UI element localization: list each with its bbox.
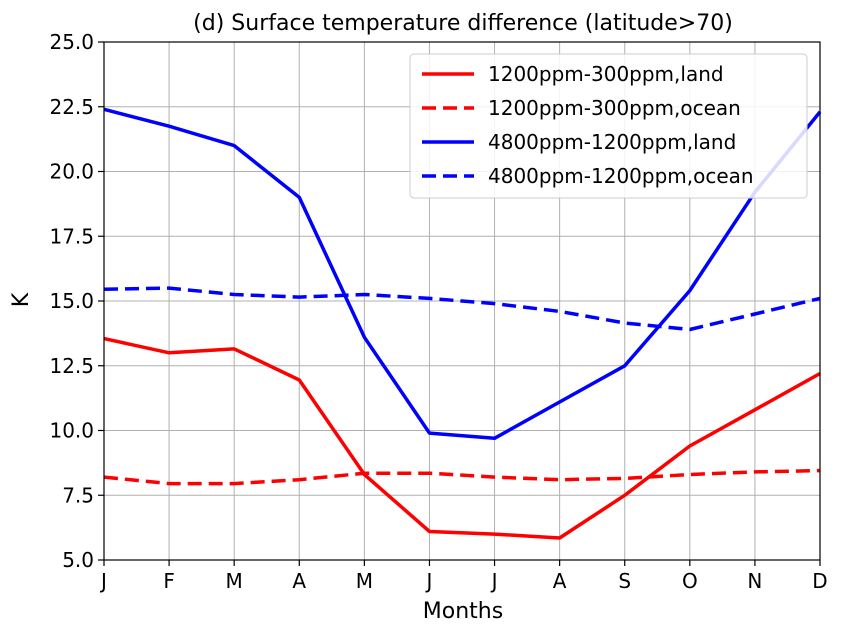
- series-line-3: [103, 107, 822, 441]
- x-tick-label: O: [682, 569, 698, 593]
- legend-label: 1200ppm-300ppm,land: [488, 62, 724, 86]
- legend: 1200ppm-300ppm,land 1200ppm-300ppm,ocean 4…: [409, 53, 808, 199]
- legend-label: 4800ppm-1200ppm,land: [488, 130, 736, 154]
- series-line-4: [103, 286, 821, 332]
- series-line-1: [103, 336, 821, 540]
- y-axis-label: K: [9, 292, 34, 307]
- x-tick-label: M: [356, 569, 373, 593]
- y-axis-ticks: 5.0 7.5 10.0 12.5 15.0 17.5 20.0 22.5 25.0: [49, 30, 104, 572]
- x-tick-label: M: [226, 569, 243, 593]
- x-tick-label: J: [99, 569, 107, 593]
- y-tick-label: 15.0: [49, 289, 94, 313]
- x-tick-label: A: [292, 569, 306, 593]
- legend-frame: [409, 53, 808, 199]
- y-tick-label: 5.0: [62, 548, 94, 572]
- legend-label: 1200ppm-300ppm,ocean: [488, 96, 741, 120]
- x-tick-label: J: [425, 569, 433, 593]
- y-tick-label: 17.5: [49, 224, 94, 248]
- legend-label: 4800ppm-1200ppm,ocean: [488, 164, 754, 188]
- y-tick-label: 7.5: [62, 483, 94, 507]
- y-tick-label: 20.0: [49, 160, 94, 184]
- x-tick-label: A: [553, 569, 567, 593]
- x-tick-label: F: [163, 569, 175, 593]
- series-layer: [103, 107, 822, 540]
- x-tick-label: N: [747, 569, 762, 593]
- chart-title: (d) Surface temperature difference (lati…: [193, 11, 733, 36]
- y-tick-label: 10.0: [49, 419, 94, 443]
- y-tick-label: 22.5: [49, 95, 94, 119]
- x-axis-label: Months: [423, 599, 503, 624]
- x-tick-label: S: [618, 569, 631, 593]
- series-line-2: [103, 468, 821, 486]
- y-tick-label: 25.0: [49, 30, 94, 54]
- y-tick-label: 12.5: [49, 354, 94, 378]
- x-tick-label: J: [490, 569, 498, 593]
- x-tick-label: D: [812, 569, 827, 593]
